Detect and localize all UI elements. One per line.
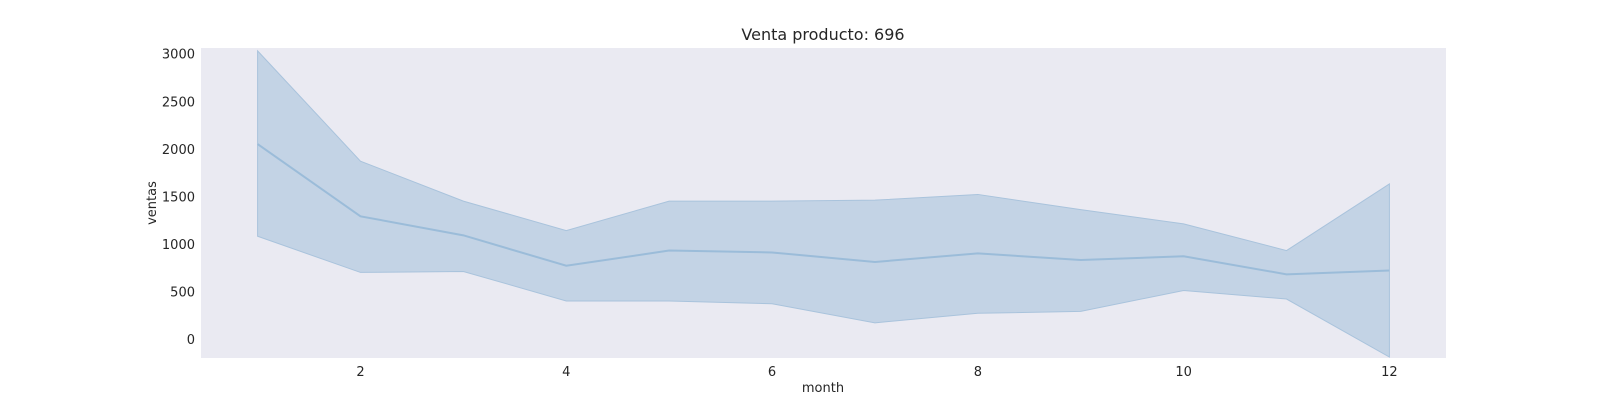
data-point <box>1285 272 1289 276</box>
y-axis-title: ventas <box>145 181 160 225</box>
y-axis-ticks: 0 500 1000 1500 2000 2500 3000 <box>162 48 195 348</box>
y-tick-label: 500 <box>170 285 195 300</box>
data-point <box>1387 269 1391 273</box>
data-point <box>873 260 877 264</box>
x-tick-label: 8 <box>974 365 982 380</box>
series-lines <box>256 142 1391 276</box>
confidence-band <box>257 49 1390 358</box>
y-tick-label: 0 <box>187 333 195 348</box>
data-point <box>358 214 362 218</box>
x-tick-label: 2 <box>356 365 364 380</box>
data-point <box>770 250 774 254</box>
y-tick-label: 2500 <box>162 95 195 110</box>
x-tick-label: 6 <box>768 365 776 380</box>
data-point <box>1182 254 1186 258</box>
y-tick-label: 2000 <box>162 143 195 158</box>
data-point <box>564 264 568 268</box>
x-axis-ticks: 2 4 6 8 10 12 <box>356 365 1397 380</box>
y-tick-label: 1500 <box>162 190 195 205</box>
series-line <box>257 143 1390 276</box>
data-point <box>461 233 465 237</box>
x-tick-label: 4 <box>562 365 570 380</box>
x-axis-title: month <box>802 381 844 396</box>
data-point <box>256 142 260 146</box>
x-tick-label: 12 <box>1381 365 1398 380</box>
confidence-bands <box>257 49 1390 358</box>
y-tick-label: 1000 <box>162 238 195 253</box>
y-tick-label: 3000 <box>162 48 195 63</box>
data-point <box>1079 258 1083 262</box>
data-point <box>667 249 671 253</box>
x-tick-label: 10 <box>1175 365 1192 380</box>
data-point <box>976 251 980 255</box>
chart-title: Venta producto: 696 <box>741 25 904 44</box>
